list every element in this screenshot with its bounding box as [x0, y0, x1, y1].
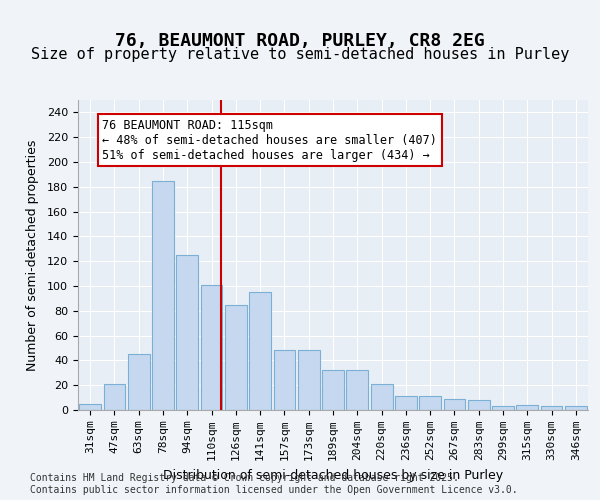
Bar — [200, 285, 223, 410]
Bar — [565, 406, 587, 410]
Bar — [249, 292, 271, 410]
Bar — [419, 396, 441, 410]
X-axis label: Distribution of semi-detached houses by size in Purley: Distribution of semi-detached houses by … — [163, 468, 503, 481]
Bar — [443, 399, 466, 410]
Text: 76 BEAUMONT ROAD: 115sqm
← 48% of semi-detached houses are smaller (407)
51% of : 76 BEAUMONT ROAD: 115sqm ← 48% of semi-d… — [102, 118, 437, 162]
Bar — [152, 180, 174, 410]
Bar — [176, 255, 198, 410]
Text: Size of property relative to semi-detached houses in Purley: Size of property relative to semi-detach… — [31, 48, 569, 62]
Bar — [371, 384, 392, 410]
Text: 76, BEAUMONT ROAD, PURLEY, CR8 2EG: 76, BEAUMONT ROAD, PURLEY, CR8 2EG — [115, 32, 485, 50]
Bar — [298, 350, 320, 410]
Bar — [322, 370, 344, 410]
Bar — [274, 350, 295, 410]
Bar — [395, 396, 417, 410]
Bar — [104, 384, 125, 410]
Bar — [79, 404, 101, 410]
Bar — [492, 406, 514, 410]
Text: Contains HM Land Registry data © Crown copyright and database right 2025.
Contai: Contains HM Land Registry data © Crown c… — [30, 474, 518, 495]
Bar — [346, 370, 368, 410]
Bar — [128, 354, 149, 410]
Y-axis label: Number of semi-detached properties: Number of semi-detached properties — [26, 140, 38, 370]
Bar — [225, 304, 247, 410]
Bar — [541, 406, 562, 410]
Bar — [468, 400, 490, 410]
Bar — [517, 405, 538, 410]
